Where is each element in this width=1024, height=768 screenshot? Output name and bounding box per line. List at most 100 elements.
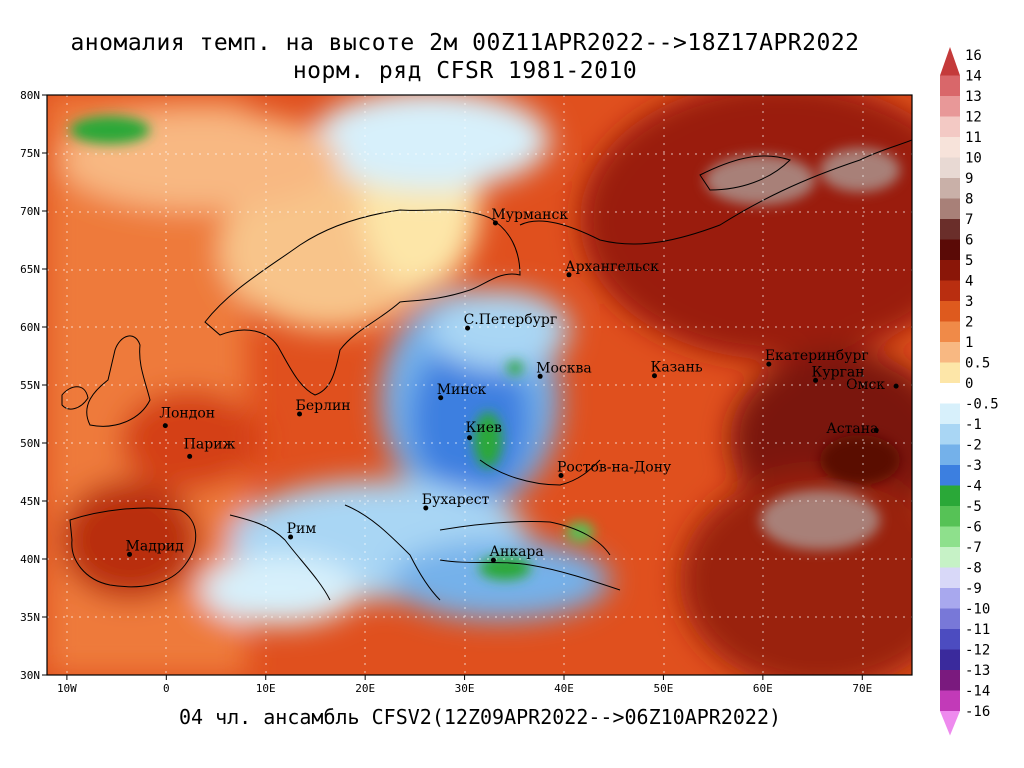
city-dot: [127, 551, 133, 557]
colorbar-swatch: [940, 260, 960, 281]
colorbar-swatch: [940, 137, 960, 158]
colorbar-label: -3: [965, 458, 982, 474]
colorbar-swatch: [940, 608, 960, 629]
colorbar-label: 11: [965, 130, 982, 146]
lat-tick-label: 50N: [20, 437, 40, 450]
colorbar-label: 9: [965, 171, 973, 187]
colorbar-swatch: [940, 711, 960, 736]
colorbar-label: 4: [965, 274, 973, 290]
colorbar-swatch: [940, 403, 960, 424]
lon-tick-label: 70E: [852, 682, 872, 695]
colorbar-label: 16: [965, 48, 982, 64]
lat-tick-label: 45N: [20, 495, 40, 508]
city-dot: [288, 534, 294, 540]
city-dot: [492, 220, 498, 226]
city-dot: [566, 272, 572, 278]
colorbar-swatch: [940, 526, 960, 547]
colorbar-swatch: [940, 280, 960, 301]
lon-tick-label: 0: [163, 682, 170, 695]
longitude-axis: 10W 0 10E 20E 30E 40E 50E 60E 70E: [57, 675, 872, 695]
lon-tick-label: 40E: [554, 682, 574, 695]
lon-tick-label: 60E: [753, 682, 773, 695]
colorbar-swatch: [940, 219, 960, 240]
city-label: Минск: [437, 382, 487, 398]
city-label: Берлин: [296, 398, 351, 414]
city-label: Бухарест: [422, 492, 490, 508]
colorbar-swatch: [940, 588, 960, 609]
city-label: Курган: [812, 364, 865, 380]
colorbar-swatch: [940, 690, 960, 711]
colorbar-swatch: [940, 321, 960, 342]
city-label: Лондон: [159, 406, 215, 422]
colorbar-label: -9: [965, 581, 982, 597]
colorbar-label: 14: [965, 69, 982, 85]
colorbar-label: -2: [965, 438, 982, 454]
city-label: Екатеринбург: [765, 348, 869, 364]
city-dot: [490, 557, 496, 563]
city-dot: [766, 361, 772, 367]
lon-tick-label: 10W: [57, 682, 77, 695]
city-markers: Мурманск Архангельск С.Петербург Москва Каза…: [126, 207, 899, 563]
city-label: Астана: [826, 421, 878, 437]
city-label: Мурманск: [491, 207, 568, 223]
city-dot: [423, 505, 429, 511]
colorbar-swatch: [940, 567, 960, 588]
colorbar-swatch: [940, 465, 960, 486]
city-label: Архангельск: [565, 259, 659, 275]
city-label: Мадрид: [126, 538, 185, 554]
lon-tick-label: 10E: [256, 682, 276, 695]
colorbar-label: 7: [965, 212, 973, 228]
latitude-axis: 80N 75N 70N 65N 60N 55N 50N 45N 40N 35N 30N: [20, 89, 47, 682]
colorbar-label: 5: [965, 253, 973, 269]
city-dot: [187, 453, 193, 459]
coastlines: [61, 139, 912, 601]
colorbar-swatch: [940, 629, 960, 650]
colorbar-label: -11: [965, 622, 990, 638]
colorbar-label: 13: [965, 89, 982, 105]
colorbar-label: 1: [965, 335, 973, 351]
colorbar-label: -6: [965, 520, 982, 536]
colorbar-label: 12: [965, 110, 982, 126]
colorbar-swatch: [940, 547, 960, 568]
city-dot: [813, 377, 819, 383]
colorbar-swatch: [940, 96, 960, 117]
city-label: Анкара: [489, 544, 543, 560]
ensemble-footer: 04 чл. ансамбль CFSV2(12Z09APR2022-->06Z…: [178, 705, 782, 729]
city-dot: [465, 325, 471, 331]
colorbar-label: -8: [965, 561, 982, 577]
city-dot: [893, 383, 899, 389]
colorbar-swatch: [940, 424, 960, 445]
colorbar-label: 8: [965, 192, 973, 208]
colorbar-swatch: [940, 444, 960, 465]
colorbar-swatch: [940, 47, 960, 76]
city-label: Омск: [846, 377, 885, 393]
colorbar-swatch: [940, 342, 960, 363]
lat-tick-label: 75N: [20, 147, 40, 160]
lat-tick-label: 65N: [20, 263, 40, 276]
city-label: Ростов-на-Дону: [557, 459, 672, 475]
lon-tick-label: 20E: [355, 682, 375, 695]
city-dot: [297, 411, 303, 417]
colorbar-swatch: [940, 649, 960, 670]
lat-tick-label: 30N: [20, 669, 40, 682]
colorbar-label: -7: [965, 540, 982, 556]
lat-tick-label: 80N: [20, 89, 40, 102]
city-label: Москва: [536, 360, 592, 376]
city-label: Киев: [466, 420, 502, 436]
city-dot: [162, 423, 168, 429]
colorbar-swatch: [940, 157, 960, 178]
colorbar-swatch: [940, 75, 960, 96]
colorbar-label: -10: [965, 602, 990, 618]
lat-tick-label: 40N: [20, 553, 40, 566]
colorbar-label: -14: [965, 684, 990, 700]
lon-tick-label: 50E: [653, 682, 673, 695]
colorbar-label: -0.5: [965, 397, 999, 413]
colorbar-label: 2: [965, 315, 973, 331]
lat-tick-label: 70N: [20, 205, 40, 218]
lat-tick-label: 60N: [20, 321, 40, 334]
colorbar-swatch: [940, 116, 960, 137]
colorbar-swatch: [940, 506, 960, 527]
city-label: С.Петербург: [464, 312, 558, 328]
colorbar-swatch: [940, 198, 960, 219]
